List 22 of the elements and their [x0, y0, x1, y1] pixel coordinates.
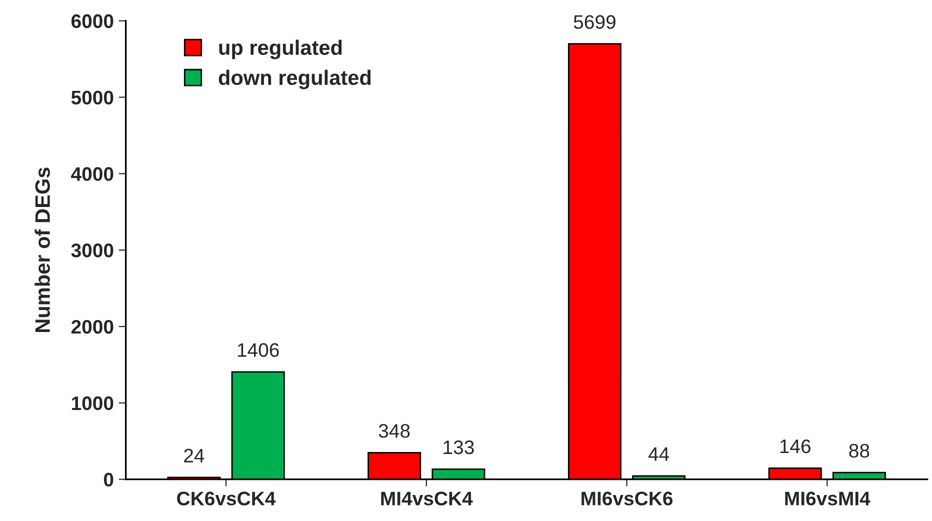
x-tick-label: MI6vsMI4: [785, 492, 870, 506]
y-tick-label: 2000: [71, 320, 114, 334]
y-tick-label: 6000: [71, 14, 114, 28]
data-label: 44: [648, 447, 670, 461]
data-label: 5699: [574, 15, 616, 29]
y-tick-label: 4000: [71, 167, 114, 181]
x-tick-label: CK6vsCK4: [177, 492, 276, 506]
x-tick-label: MI6vsCK6: [582, 492, 673, 506]
y-tick-label: 1000: [72, 396, 114, 410]
y-tick-label: 3000: [71, 244, 114, 258]
legend-label: down regulated: [218, 70, 371, 90]
data-label: 133: [444, 440, 474, 454]
y-axis-title: Number of DEGs: [34, 168, 50, 332]
data-label: 24: [184, 448, 204, 462]
y-tick-label: 0: [104, 472, 114, 487]
legend-label: up regulated: [219, 40, 342, 60]
data-label: 348: [378, 424, 410, 438]
y-tick-label: 5000: [71, 90, 114, 104]
data-label: 146: [780, 439, 810, 454]
data-label: 1406: [238, 343, 279, 357]
data-label: 88: [849, 444, 870, 458]
x-tick-label: MI4vsCK4: [381, 492, 473, 506]
